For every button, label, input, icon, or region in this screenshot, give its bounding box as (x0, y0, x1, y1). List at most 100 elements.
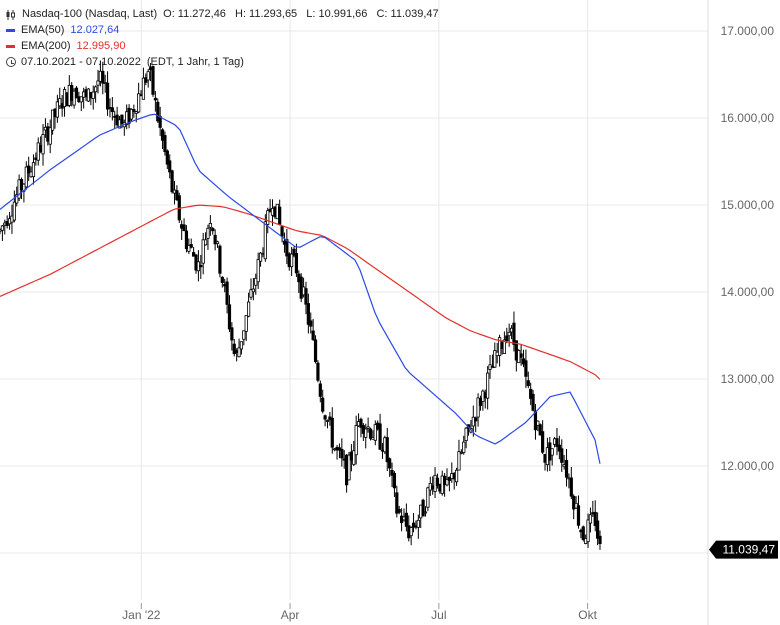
candle-body (397, 509, 401, 513)
chart-legend: Nasdaq-100 (Nasdaq, Last) O: 11.272,46 H… (6, 6, 439, 70)
candle-body (435, 477, 440, 486)
candle-body (538, 424, 542, 436)
candle-body (239, 341, 244, 350)
candle-body (321, 397, 325, 412)
candle-body (586, 519, 590, 543)
ema50-line (0, 113, 601, 464)
candle-body (564, 459, 569, 478)
candle-body (208, 222, 212, 228)
candle-body (146, 71, 150, 81)
candle-body (218, 245, 222, 274)
candle-body (388, 458, 392, 469)
candle-body (110, 107, 114, 113)
last-price-badge: 11.039,47 (709, 540, 778, 559)
candle-body (505, 335, 509, 342)
candle-body (325, 420, 330, 422)
candle-body (187, 244, 191, 252)
candle-body (454, 469, 459, 483)
candle-body (203, 239, 208, 246)
x-axis: Jan '22 Apr Jul Okt (122, 603, 598, 622)
candle-body (416, 519, 420, 528)
candle-body (134, 111, 138, 114)
candle-body (426, 487, 430, 508)
candle-body (330, 417, 334, 448)
candle-body (31, 162, 36, 178)
candle-body (156, 101, 160, 122)
ema200-swatch (6, 44, 15, 48)
legend-ema200-row[interactable]: EMA(200) 12.995,90 (6, 38, 439, 54)
candle-body (531, 393, 535, 411)
candle-body (256, 259, 260, 283)
candle-body (184, 230, 189, 250)
candle-body (96, 80, 100, 86)
candle-body (512, 322, 516, 345)
candle-body (593, 511, 597, 526)
chart-title: Nasdaq-100 (Nasdaq, Last) (22, 8, 158, 20)
candle-body (132, 109, 136, 112)
candle-body (141, 77, 146, 100)
ema50-swatch (6, 28, 15, 32)
candle-body (359, 418, 363, 428)
candle-body (309, 320, 313, 327)
date-range: 07.10.2021 - 07.10.2022 (21, 56, 141, 68)
candle-body (199, 264, 203, 268)
candle-body (304, 288, 308, 305)
candle-body (493, 350, 497, 368)
candle-body (251, 288, 255, 293)
x-tick-label: Okt (578, 608, 597, 622)
candle-body (189, 244, 193, 248)
candle-body (201, 239, 205, 264)
candle-body (366, 426, 370, 429)
y-tick-label: 13.000,00 (721, 372, 775, 386)
candle-body (462, 441, 466, 453)
candle-body (352, 450, 356, 465)
candle-body (373, 424, 377, 441)
candle-body (117, 119, 122, 129)
candle-body (581, 526, 585, 540)
candle-body (24, 166, 28, 188)
candle-body (457, 451, 461, 471)
ohlc-high: H: 11.293,65 (235, 8, 298, 20)
candle-body (395, 492, 399, 514)
legend-ema50-row[interactable]: EMA(50) 12.027,64 (6, 22, 439, 38)
candle-body (519, 353, 523, 358)
y-tick-label: 14.000,00 (721, 285, 775, 299)
candle-body (266, 210, 270, 225)
candle-body (471, 416, 475, 427)
candle-body (368, 428, 373, 439)
candle-body (541, 431, 545, 453)
candle-body (263, 221, 267, 260)
ema50-path (0, 113, 601, 464)
candle-body (244, 315, 248, 332)
candle-body (220, 276, 224, 283)
candle-body (596, 520, 600, 539)
candle-body (74, 87, 79, 99)
candle-body (390, 469, 394, 476)
x-tick-label: Apr (281, 608, 300, 622)
candle-body (529, 388, 533, 399)
candle-body (385, 437, 389, 463)
candle-body (230, 327, 234, 341)
candle-body (411, 522, 416, 528)
candle-body (486, 372, 490, 399)
candle-body (163, 135, 167, 152)
candle-body (588, 514, 593, 524)
candle-body (153, 97, 157, 101)
candle-body (421, 499, 425, 517)
candle-body (225, 281, 229, 305)
candle-body (79, 96, 83, 103)
y-tick-label: 12.000,00 (721, 459, 775, 473)
candle-body (175, 190, 179, 201)
candle-body (55, 101, 59, 118)
candle-body (0, 225, 4, 231)
candle-body (227, 304, 232, 330)
candle-body (526, 380, 530, 386)
candle-body (94, 86, 98, 93)
candle-body (249, 289, 253, 298)
ema200-path (0, 204, 601, 380)
candle-body (101, 70, 105, 84)
candlestick-icon (6, 9, 17, 20)
y-tick-label: 17.000,00 (721, 24, 775, 38)
candle-body (242, 330, 246, 340)
